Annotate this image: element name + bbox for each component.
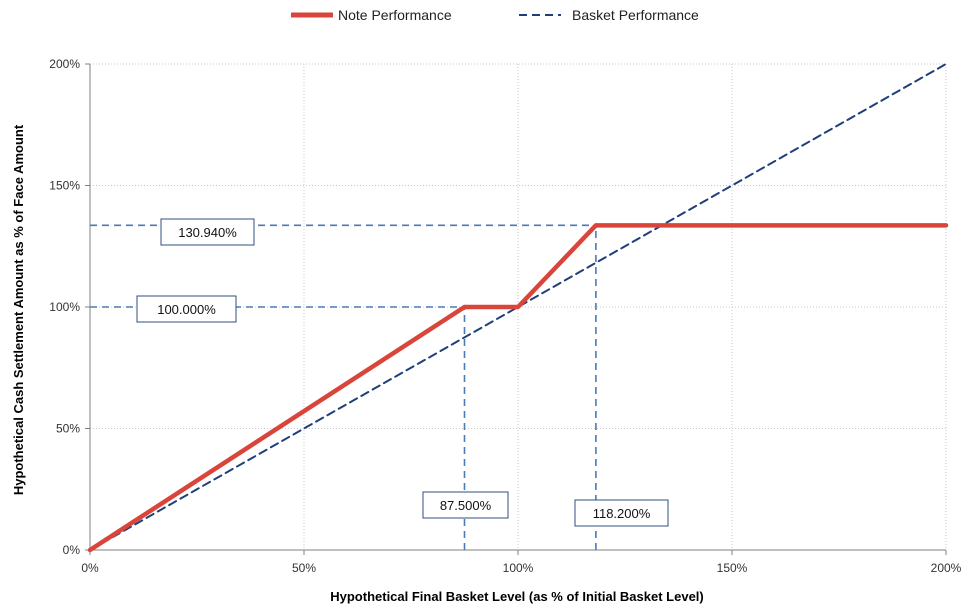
x-tick-label: 150%	[717, 561, 748, 575]
annotations: 130.940% 100.000% 87.500% 118.200%	[136, 218, 669, 527]
series-lines	[87, 63, 949, 553]
legend-label-basket-performance: Basket Performance	[572, 7, 699, 23]
x-tick-label: 50%	[292, 561, 316, 575]
x-tick-label: 200%	[931, 561, 962, 575]
x-tick-label: 100%	[503, 561, 534, 575]
annotation-label: 118.200%	[593, 506, 651, 521]
y-axis-title: Hypothetical Cash Settlement Amount as %…	[11, 124, 26, 495]
annotation-box-0	[160, 218, 255, 246]
annotation-label: 87.500%	[440, 498, 492, 513]
series-line-note-performance	[87, 223, 949, 553]
y-tick-label: 200%	[49, 57, 80, 71]
annotation-box-1	[136, 295, 237, 323]
annotation-box-2	[422, 491, 509, 519]
y-tick-label: 150%	[49, 179, 80, 193]
legend: Note Performance Basket Performance	[291, 7, 699, 23]
annotation-label: 130.940%	[178, 225, 237, 240]
series-line-basket-performance	[89, 63, 947, 551]
x-tick-label: 0%	[81, 561, 99, 575]
tick-labels: 0% 50% 100% 150% 200% 0% 50% 100% 150% 200%	[49, 57, 961, 575]
gridlines	[90, 63, 947, 550]
y-tick-label: 0%	[63, 543, 81, 557]
y-tick-label: 50%	[56, 422, 80, 436]
x-axis-title: Hypothetical Final Basket Level (as % of…	[330, 589, 704, 604]
y-tick-label: 100%	[49, 300, 80, 314]
annotation-label: 100.000%	[157, 302, 216, 317]
legend-label-note-performance: Note Performance	[338, 7, 452, 23]
annotation-box-3	[574, 499, 669, 527]
